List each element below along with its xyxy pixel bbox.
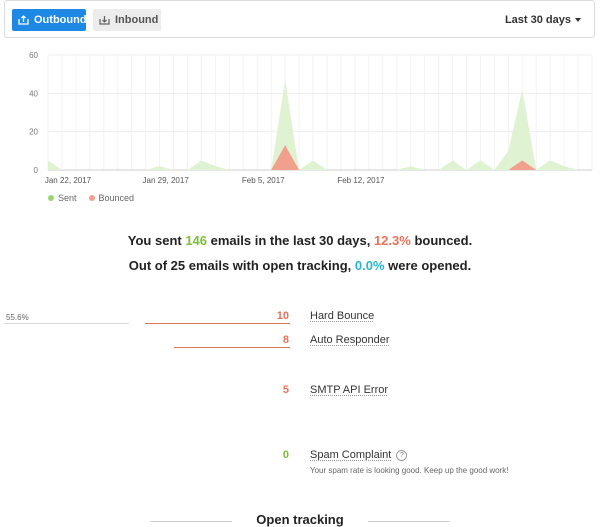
tab-inbound-label: Inbound — [115, 14, 159, 26]
hard-bounce-count: 10 — [276, 310, 289, 322]
summary-text: bounced. — [410, 233, 473, 248]
sent-count: 146 — [185, 233, 208, 248]
x-tick-label: Jan 29, 2017 — [143, 176, 190, 185]
bounce-rate: 12.3% — [373, 233, 411, 248]
tab-outbound[interactable]: Outbound — [12, 9, 87, 31]
x-tick-label: Jan 22, 2017 — [45, 176, 92, 185]
y-tick-label: 40 — [29, 89, 38, 98]
legend-bounced-label: Bounced — [98, 193, 135, 203]
y-tick-label: 0 — [34, 166, 39, 175]
auto-responder-count: 8 — [282, 334, 289, 346]
traffic-toolbar: Outbound Inbound Last 30 days — [4, 0, 595, 38]
summary-text: emails in the last 30 days, — [207, 233, 374, 248]
hard-bounce-bar — [145, 323, 290, 324]
chevron-down-icon — [575, 18, 581, 22]
help-icon[interactable]: ? — [396, 449, 408, 461]
spam-complaint-row: Spam Complaint? — [310, 449, 408, 461]
date-range-label: Last 30 days — [504, 14, 571, 26]
hard-bounce-percent: 55.6% — [6, 313, 29, 322]
section-divider-left — [150, 521, 232, 522]
summary-text: were opened. — [384, 258, 472, 273]
auto-responder-link[interactable]: Auto Responder — [310, 334, 390, 346]
x-tick-label: Feb 5, 2017 — [242, 176, 285, 185]
chart-legend: Sent Bounced — [48, 193, 134, 203]
y-tick-label: 20 — [29, 128, 38, 137]
spam-complaint-count: 0 — [282, 449, 289, 461]
auto-responder-bar — [174, 347, 290, 348]
legend-sent-label: Sent — [58, 193, 77, 203]
spam-rate-note: Your spam rate is looking good. Keep up … — [310, 466, 509, 475]
summary-text: You sent — [127, 233, 186, 248]
bounced-dot-icon — [88, 195, 95, 201]
summary-text: Out of 25 emails with open tracking, — [128, 258, 355, 273]
tab-outbound-label: Outbound — [34, 14, 87, 26]
spam-complaint-link[interactable]: Spam Complaint — [310, 449, 392, 461]
smtp-api-error-count: 5 — [282, 384, 289, 396]
y-tick-label: 60 — [29, 51, 38, 60]
inbound-icon — [99, 15, 110, 25]
x-tick-label: Feb 12, 2017 — [337, 176, 385, 185]
open-rate: 0.0% — [354, 258, 385, 273]
sent-dot-icon — [48, 195, 54, 201]
hard-bounce-track — [4, 323, 129, 324]
legend-sent[interactable]: Sent — [48, 193, 77, 203]
smtp-api-error-link[interactable]: SMTP API Error — [310, 384, 389, 396]
summary-sent: You sent 146 emails in the last 30 days,… — [0, 233, 600, 248]
chart-svg: 0 20 40 60 Jan 22, 2017 Jan 29, 2017 Feb 5, 2… — [29, 51, 593, 185]
date-range-dropdown[interactable]: Last 30 days — [505, 9, 581, 31]
summary-open: Out of 25 emails with open tracking, 0.0… — [0, 258, 600, 273]
legend-bounced[interactable]: Bounced — [88, 193, 135, 203]
section-divider-right — [368, 521, 450, 522]
traffic-chart: 0 20 40 60 Jan 22, 2017 Jan 29, 2017 Feb 5, 2… — [0, 40, 600, 195]
hard-bounce-link[interactable]: Hard Bounce — [310, 310, 375, 322]
open-tracking-title: Open tracking — [256, 512, 344, 527]
tab-inbound[interactable]: Inbound — [93, 9, 161, 31]
outbound-icon — [18, 15, 29, 25]
